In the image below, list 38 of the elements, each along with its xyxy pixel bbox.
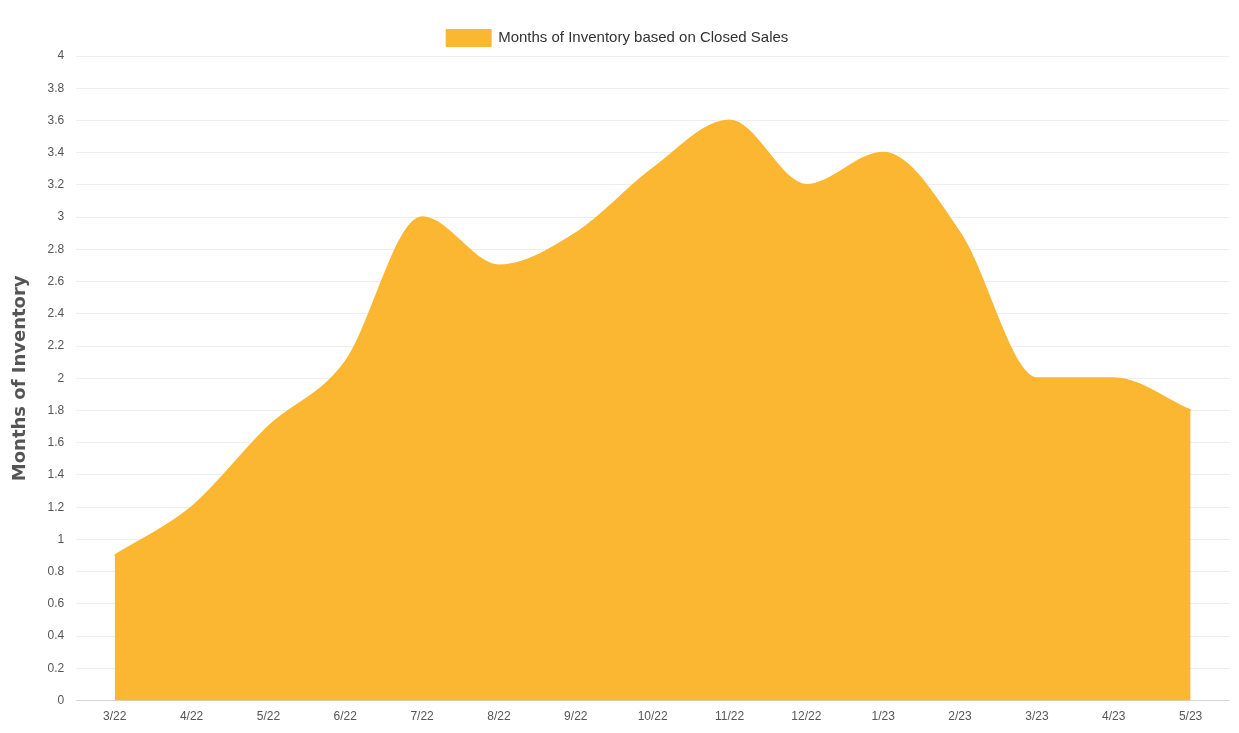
y-tick-label: 0.4 [47, 628, 65, 643]
y-tick-label: 4 [57, 48, 65, 63]
x-tick-label: 11/22 [714, 709, 745, 724]
y-tick-label: 2 [57, 370, 65, 385]
y-tick-label: 3.8 [47, 80, 65, 95]
x-tick-label: 3/22 [103, 709, 127, 724]
x-tick-label: 10/22 [637, 709, 668, 724]
y-tick-label: 1.8 [47, 402, 65, 417]
y-tick-label: 0.8 [47, 563, 65, 578]
x-tick-label: 9/22 [564, 709, 588, 724]
y-tick-label: 0.6 [47, 596, 65, 611]
y-tick-label: 3.4 [47, 145, 65, 159]
x-tick-label: 1/23 [871, 709, 896, 724]
x-tick-label: 5/22 [256, 709, 281, 724]
y-tick-label: 3 [57, 209, 65, 224]
y-tick-label: 1.2 [47, 499, 65, 514]
x-tick-label: 5/23 [1178, 709, 1203, 724]
y-tick-label: 2.2 [47, 338, 65, 353]
y-tick-label: 1 [57, 531, 65, 546]
x-tick-label: 12/22 [791, 709, 822, 724]
y-tick-label: 2.8 [47, 241, 65, 256]
y-axis-title: Months of Inventory [8, 275, 30, 482]
x-tick-label: 3/23 [1025, 709, 1049, 724]
y-tick-label: 2.4 [47, 306, 65, 321]
y-tick-label: 1.6 [47, 435, 65, 450]
x-tick-label: 8/22 [487, 709, 511, 724]
y-tick-label: 3.6 [47, 112, 65, 127]
x-tick-label: 4/23 [1102, 709, 1126, 724]
y-tick-label: 0 [57, 692, 65, 707]
x-tick-label: 6/22 [333, 709, 358, 724]
legend-label: Months of Inventory based on Closed Sales [498, 28, 789, 46]
y-tick-label: 1.4 [47, 467, 65, 482]
x-tick-label: 7/22 [410, 709, 435, 724]
y-tick-label: 2.6 [47, 273, 65, 288]
y-tick-label: 0.2 [47, 660, 65, 675]
x-tick-label: 4/22 [179, 709, 204, 724]
x-tick-label: 2/23 [948, 709, 973, 724]
y-tick-label: 3.2 [47, 177, 65, 192]
